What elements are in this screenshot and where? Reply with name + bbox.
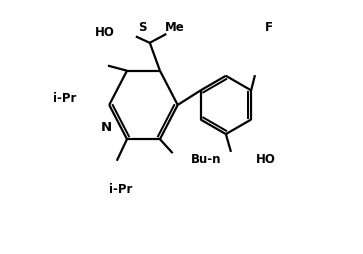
Text: i-Pr: i-Pr bbox=[109, 182, 132, 195]
Text: Me: Me bbox=[165, 21, 185, 34]
Text: S: S bbox=[138, 21, 146, 34]
Text: N: N bbox=[101, 121, 112, 133]
Text: Bu-n: Bu-n bbox=[190, 152, 221, 165]
Text: HO: HO bbox=[94, 26, 114, 39]
Text: F: F bbox=[265, 21, 273, 34]
Text: HO: HO bbox=[256, 152, 276, 165]
Text: i-Pr: i-Pr bbox=[53, 91, 76, 104]
